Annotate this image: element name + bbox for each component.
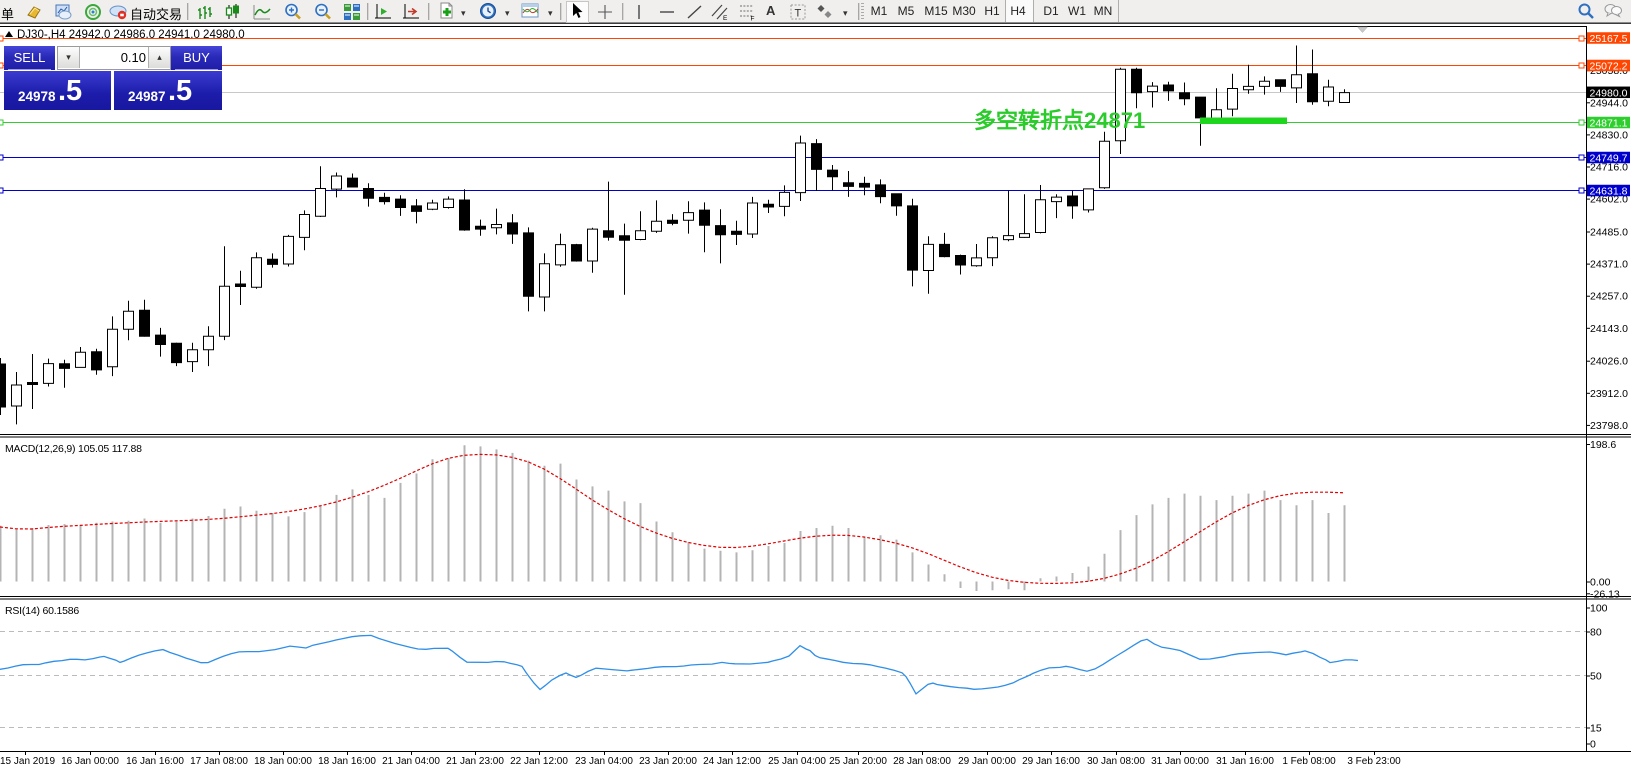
svg-text:MACD(12,26,9) 105.05 117.88: MACD(12,26,9) 105.05 117.88 [5,443,142,455]
svg-text:18 Jan 00:00: 18 Jan 00:00 [254,756,312,767]
svg-text:15: 15 [1590,723,1602,735]
svg-text:28 Jan 08:00: 28 Jan 08:00 [893,756,951,767]
svg-text:0: 0 [1590,739,1596,751]
svg-text:25167.5: 25167.5 [1590,33,1628,45]
svg-text:3 Feb 23:00: 3 Feb 23:00 [1347,756,1401,767]
svg-text:50: 50 [1590,671,1602,683]
svg-text:21 Jan 04:00: 21 Jan 04:00 [382,756,440,767]
svg-text:31 Jan 16:00: 31 Jan 16:00 [1216,756,1274,767]
svg-text:31 Jan 00:00: 31 Jan 00:00 [1151,756,1209,767]
svg-text:24830.0: 24830.0 [1590,129,1628,141]
svg-text:F: F [751,16,755,22]
svg-text:16 Jan 16:00: 16 Jan 16:00 [126,756,184,767]
svg-text:24257.0: 24257.0 [1590,291,1628,303]
svg-text:24631.8: 24631.8 [1590,186,1628,198]
svg-text:17 Jan 08:00: 17 Jan 08:00 [190,756,248,767]
svg-text:多空转折点24871: 多空转折点24871 [974,108,1145,133]
svg-text:25072.2: 25072.2 [1590,61,1628,73]
svg-text:29 Jan 00:00: 29 Jan 00:00 [958,756,1016,767]
svg-text:16 Jan 00:00: 16 Jan 00:00 [61,756,119,767]
svg-text:E: E [723,15,728,21]
svg-text:24485.0: 24485.0 [1590,227,1628,239]
svg-text:24749.7: 24749.7 [1590,153,1628,165]
svg-text:22 Jan 12:00: 22 Jan 12:00 [510,756,568,767]
svg-text:80: 80 [1590,627,1602,639]
svg-text:0.00: 0.00 [1590,577,1611,589]
svg-text:24716.0: 24716.0 [1590,162,1628,174]
svg-text:23 Jan 04:00: 23 Jan 04:00 [575,756,633,767]
svg-text:24602.0: 24602.0 [1590,194,1628,206]
svg-text:DJ30-,H4 24942.0 24986.0 2494: DJ30-,H4 24942.0 24986.0 24941.0 24980.0 [17,29,245,41]
svg-text:RSI(14) 60.1586: RSI(14) 60.1586 [5,605,79,617]
svg-text:1 Feb 08:00: 1 Feb 08:00 [1282,756,1336,767]
svg-text:25 Jan 04:00: 25 Jan 04:00 [768,756,826,767]
svg-text:29 Jan 16:00: 29 Jan 16:00 [1022,756,1080,767]
svg-text:24143.0: 24143.0 [1590,323,1628,335]
svg-text:23798.0: 23798.0 [1590,420,1628,432]
svg-text:100: 100 [1590,603,1608,615]
svg-text:15 Jan 2019: 15 Jan 2019 [0,756,55,767]
svg-text:24871.1: 24871.1 [1590,118,1628,130]
svg-text:24944.0: 24944.0 [1590,97,1628,109]
svg-text:198.6: 198.6 [1590,439,1616,451]
svg-text:18 Jan 16:00: 18 Jan 16:00 [318,756,376,767]
svg-text:25 Jan 20:00: 25 Jan 20:00 [829,756,887,767]
svg-text:24 Jan 12:00: 24 Jan 12:00 [703,756,761,767]
svg-text:24371.0: 24371.0 [1590,259,1628,271]
svg-text:23 Jan 20:00: 23 Jan 20:00 [639,756,697,767]
svg-text:24980.0: 24980.0 [1590,87,1628,99]
svg-text:-26.13: -26.13 [1590,588,1620,600]
svg-text:24026.0: 24026.0 [1590,356,1628,368]
svg-text:T: T [795,8,802,20]
svg-text:30 Jan 08:00: 30 Jan 08:00 [1087,756,1145,767]
svg-text:23912.0: 23912.0 [1590,388,1628,400]
svg-text:21 Jan 23:00: 21 Jan 23:00 [446,756,504,767]
